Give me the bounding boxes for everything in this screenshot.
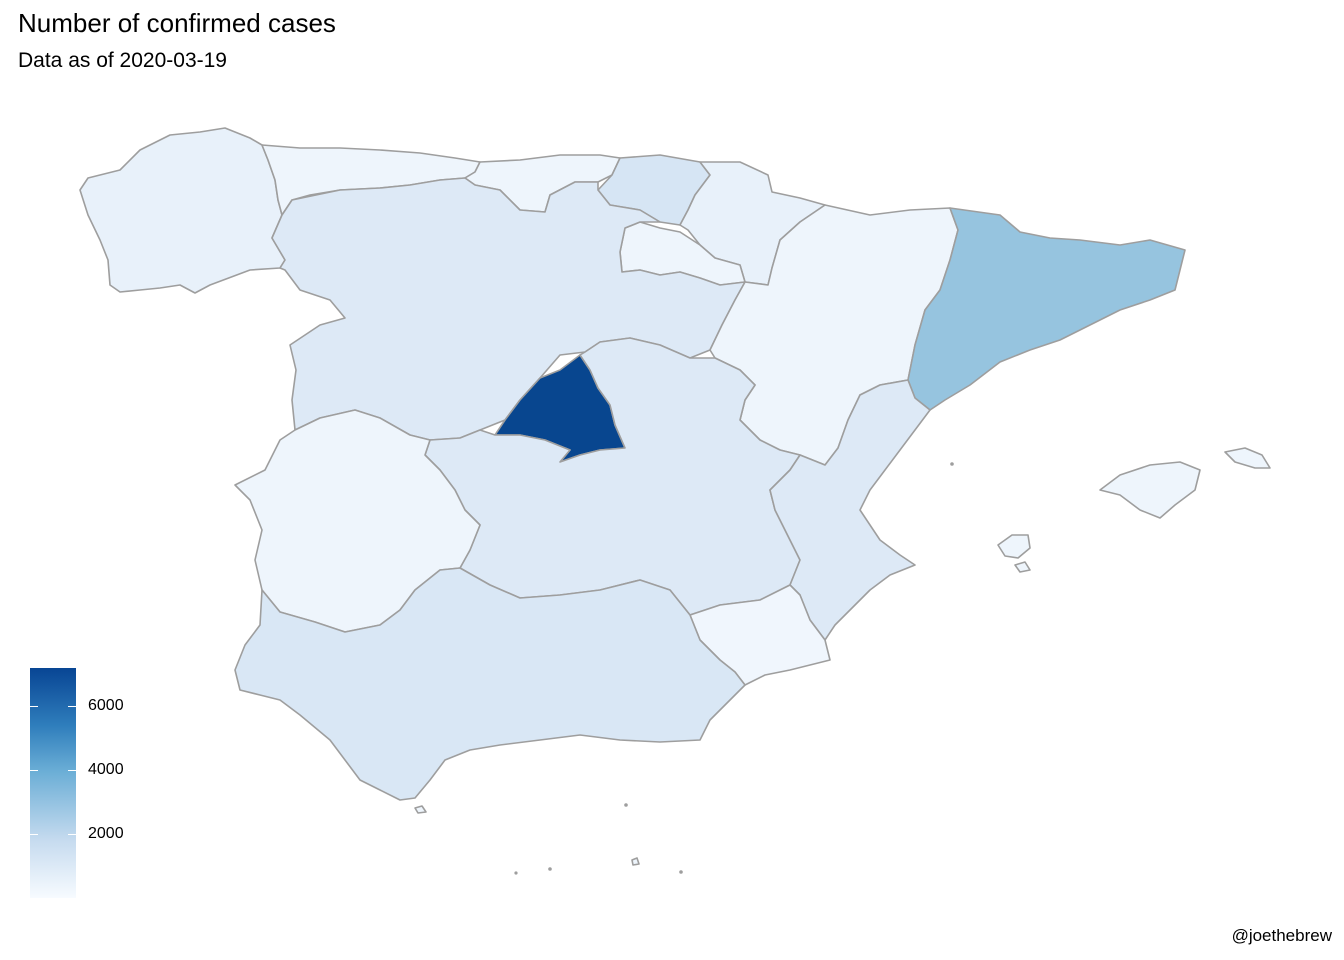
- legend-label-2000: 2000: [88, 825, 124, 842]
- legend-gradient-bar: [30, 668, 76, 898]
- legend-tick: [30, 706, 38, 707]
- islet-dot: [514, 871, 518, 875]
- region-comunidad-valenciana: Comunidad Valenciana: [769, 379, 931, 641]
- legend-tick: [68, 770, 76, 771]
- islet-dot: [950, 462, 954, 466]
- legend-tick: [68, 706, 76, 707]
- map-title: Number of confirmed cases: [18, 8, 336, 38]
- author-caption: @joethebrew: [1231, 926, 1332, 945]
- legend-label-4000: 4000: [88, 761, 124, 778]
- region-ceuta: Ceuta: [414, 805, 427, 814]
- region-castilla-y-leon: Castilla y León: [271, 177, 746, 441]
- region-baleares-formentera: Islas Baleares: [1014, 561, 1031, 573]
- legend-tick: [68, 834, 76, 835]
- region-cataluna: Cataluña: [907, 207, 1186, 411]
- islet-dot: [624, 803, 628, 807]
- legend-tick: [30, 834, 38, 835]
- region-galicia: Galicia: [79, 127, 286, 294]
- islet-dot: [548, 867, 552, 871]
- region-baleares-mallorca: Islas Baleares: [1099, 461, 1201, 519]
- islet-dot: [679, 870, 683, 874]
- region-baleares-menorca: Islas Baleares: [1224, 447, 1271, 469]
- region-baleares-ibiza: Islas Baleares: [997, 534, 1031, 559]
- region-melilla: Melilla: [631, 857, 640, 866]
- map-subtitle: Data as of 2020-03-19: [18, 49, 227, 72]
- color-legend: 6000 4000 2000: [30, 668, 170, 900]
- legend-tick: [30, 770, 38, 771]
- region-andalucia: Andalucía: [234, 567, 746, 801]
- legend-label-6000: 6000: [88, 697, 124, 714]
